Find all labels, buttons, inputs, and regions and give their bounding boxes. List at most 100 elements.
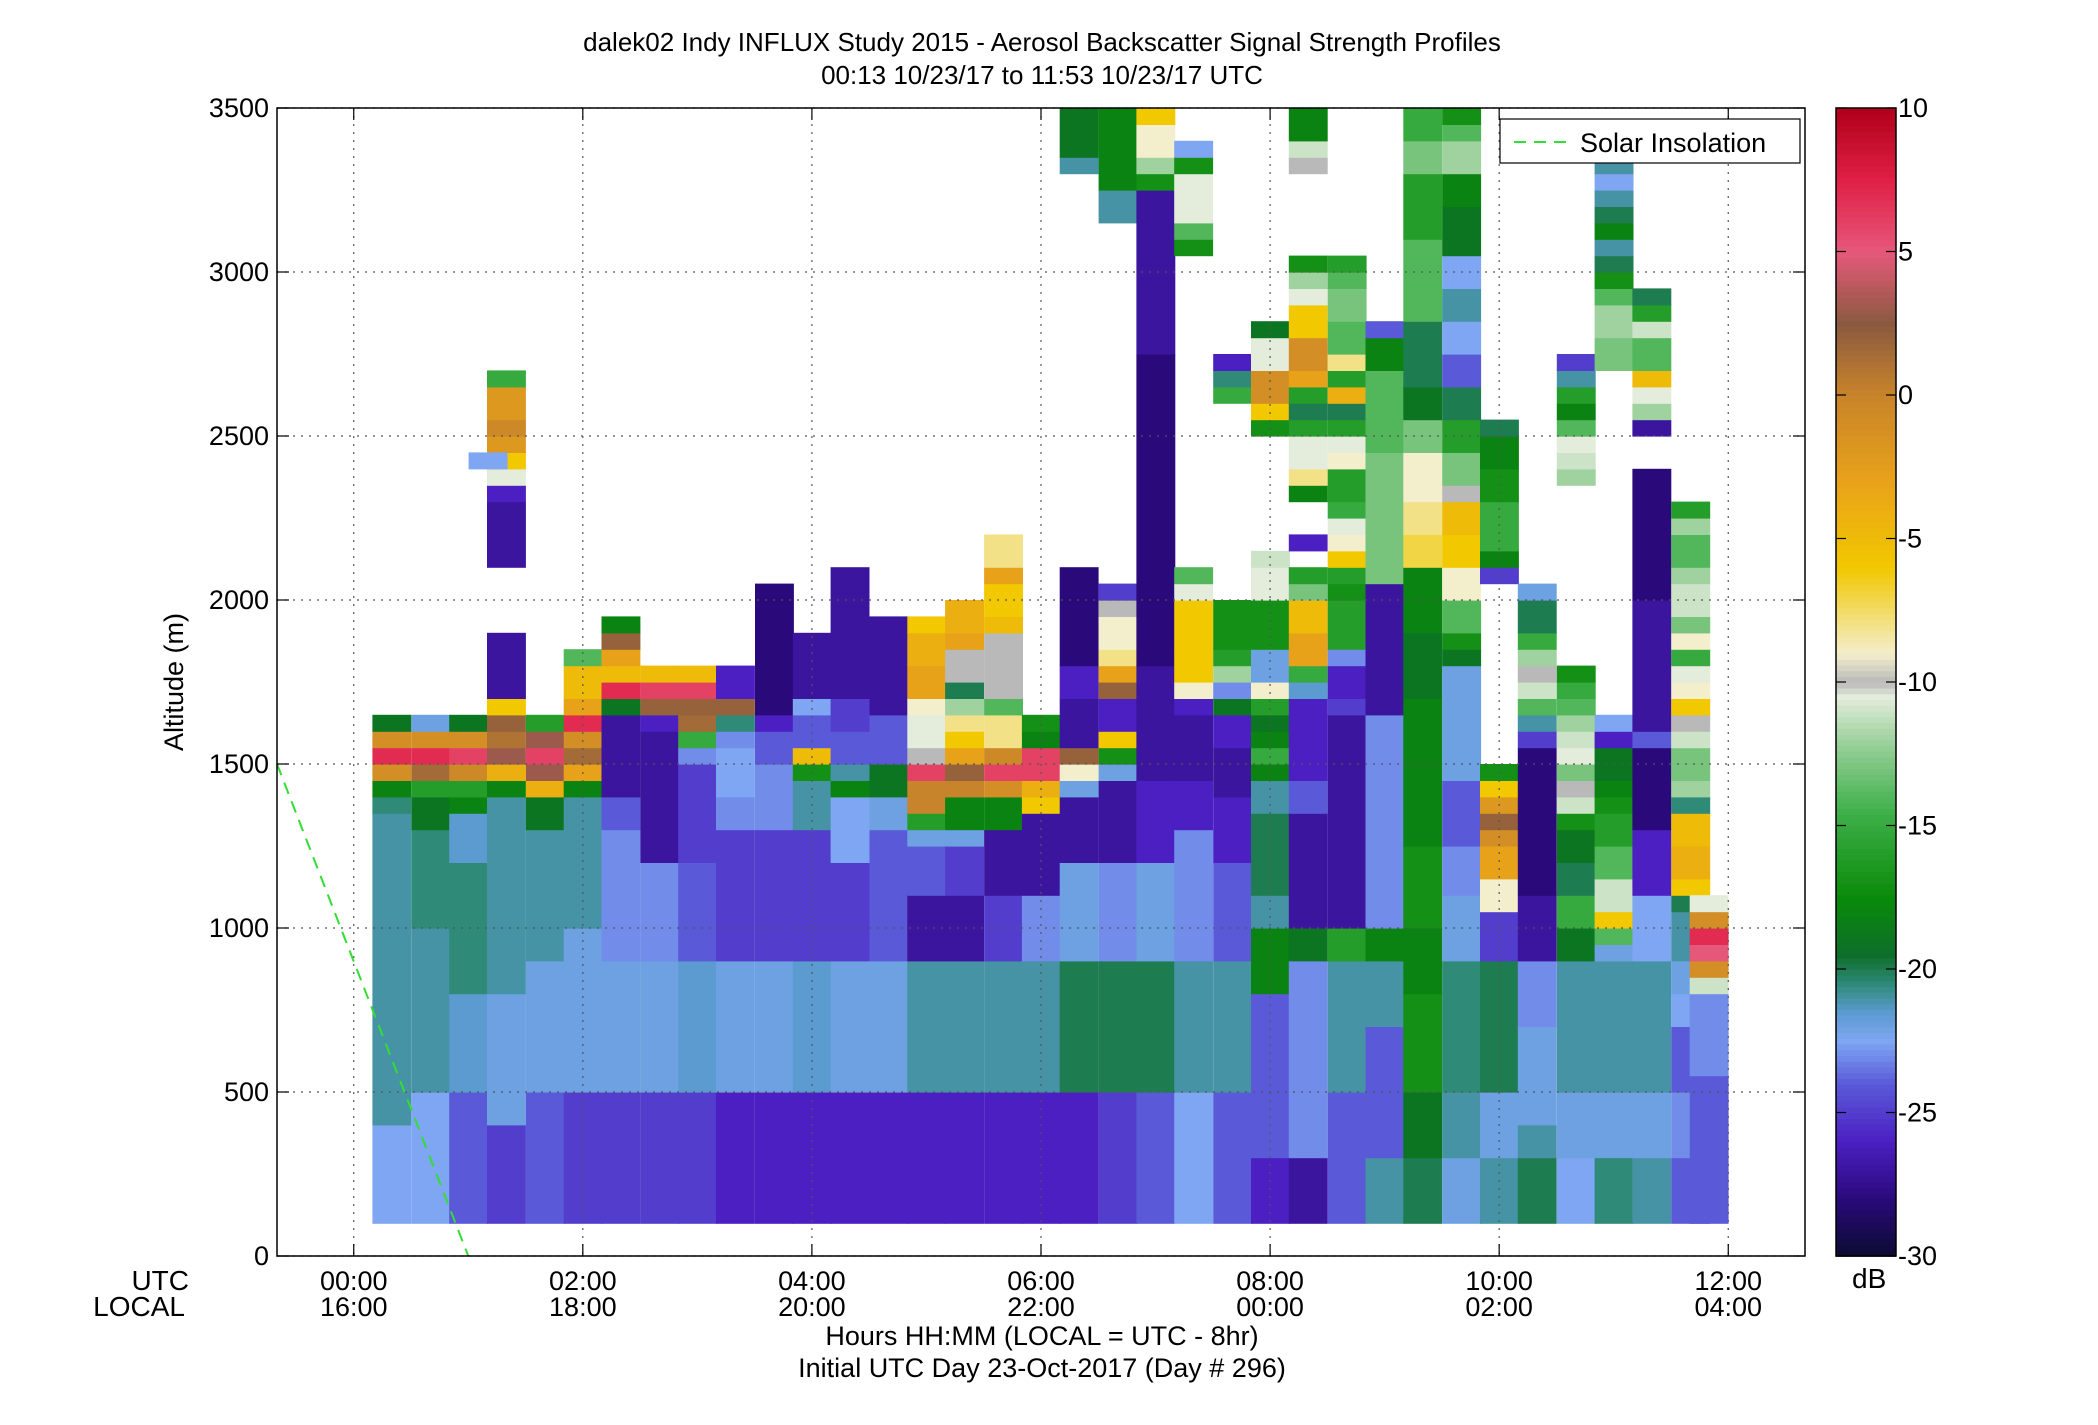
colorbar-segment — [1836, 337, 1896, 345]
colorbar-segment — [1836, 515, 1896, 523]
backscatter-cell — [601, 665, 641, 683]
backscatter-cell — [372, 813, 412, 1126]
colorbar-gradient — [1836, 108, 1896, 1257]
backscatter-cell — [830, 764, 870, 781]
backscatter-cell — [1442, 600, 1482, 634]
backscatter-cell — [1403, 928, 1443, 995]
backscatter-cell — [716, 731, 755, 749]
backscatter-cell — [1517, 698, 1557, 716]
backscatter-cell — [1059, 665, 1099, 699]
colorbar-segment — [1836, 854, 1896, 861]
x-tick-label-local: 02:00 — [1465, 1292, 1533, 1322]
backscatter-cell — [1517, 731, 1557, 749]
colorbar-segment — [1836, 360, 1896, 368]
backscatter-cell — [601, 616, 641, 634]
y-axis-label: Altitude (m) — [159, 613, 189, 751]
backscatter-cell — [1327, 452, 1367, 470]
backscatter-cell — [1556, 862, 1596, 896]
colorbar-segment — [1836, 687, 1896, 695]
backscatter-cell — [792, 829, 832, 962]
backscatter-cell — [678, 1092, 718, 1224]
backscatter-cell — [1365, 928, 1405, 962]
colorbar-segment — [1836, 997, 1896, 1005]
colorbar-segment — [1836, 1055, 1896, 1062]
colorbar-segment — [1836, 228, 1896, 236]
colorbar: 10 5 0 -5 -10 -15 -20 -25 -30 dB — [1835, 93, 1937, 1294]
backscatter-cell — [601, 714, 641, 798]
backscatter-cell — [640, 698, 680, 716]
backscatter-cell — [984, 714, 1023, 749]
backscatter-cell — [487, 386, 526, 421]
backscatter-cell — [487, 370, 526, 388]
colorbar-segment — [1836, 601, 1896, 609]
backscatter-cell — [601, 632, 641, 650]
colorbar-segment — [1836, 882, 1896, 890]
colorbar-segment — [1836, 653, 1896, 660]
backscatter-cell — [563, 698, 603, 716]
backscatter-cell — [411, 714, 451, 732]
backscatter-cell — [1213, 600, 1253, 650]
colorbar-segment — [1836, 745, 1896, 752]
backscatter-cell — [1632, 731, 1672, 749]
backscatter-cell — [1442, 206, 1482, 257]
backscatter-cell — [1594, 714, 1634, 732]
y-tick-label: 1500 — [209, 749, 269, 779]
colorbar-segment — [1836, 986, 1896, 993]
backscatter-cell — [1098, 764, 1138, 781]
backscatter-cell — [716, 1092, 755, 1224]
backscatter-cell — [1442, 173, 1482, 207]
colorbar-segment — [1836, 814, 1896, 821]
backscatter-cell — [487, 780, 526, 798]
x-tick-label-utc: 08:00 — [1236, 1266, 1304, 1296]
colorbar-segment — [1836, 704, 1896, 712]
colorbar-segment — [1836, 1164, 1896, 1171]
backscatter-cell — [907, 813, 947, 831]
backscatter-cell — [984, 747, 1023, 765]
backscatter-cell — [869, 714, 909, 765]
colorbar-segment — [1836, 1020, 1896, 1028]
backscatter-cell — [601, 796, 641, 831]
backscatter-cell — [1213, 665, 1253, 683]
colorbar-segment — [1836, 372, 1896, 379]
legend-label-solar-insolation: Solar Insolation — [1580, 128, 1766, 158]
colorbar-segment — [1836, 544, 1896, 551]
colorbar-segment — [1836, 211, 1896, 218]
backscatter-cell — [1288, 370, 1328, 388]
colorbar-segment — [1836, 555, 1896, 563]
colorbar-segment — [1836, 366, 1896, 373]
colorbar-segment — [1836, 572, 1896, 580]
backscatter-cell — [1213, 698, 1253, 716]
x-axis-label-day: Initial UTC Day 23-Oct-2017 (Day # 296) — [798, 1353, 1286, 1383]
colorbar-segment — [1836, 1003, 1896, 1010]
colorbar-segment — [1836, 825, 1896, 833]
backscatter-cell — [984, 616, 1023, 634]
colorbar-tick-label: 5 — [1898, 237, 1913, 267]
colorbar-segment — [1836, 297, 1896, 304]
colorbar-segment — [1836, 1233, 1896, 1240]
y-tick-label: 0 — [254, 1241, 269, 1271]
backscatter-cell — [1517, 714, 1557, 732]
colorbar-segment — [1836, 859, 1896, 867]
colorbar-segment — [1836, 165, 1896, 172]
backscatter-cell — [678, 747, 718, 765]
colorbar-segment — [1836, 871, 1896, 878]
x-row-label-utc: UTC — [131, 1265, 189, 1296]
backscatter-cell — [907, 780, 947, 814]
colorbar-segment — [1836, 808, 1896, 815]
backscatter-cell — [411, 731, 451, 749]
backscatter-cell — [907, 846, 947, 896]
backscatter-cell — [1288, 780, 1328, 814]
backscatter-cell — [1671, 518, 1711, 535]
backscatter-cell — [1594, 731, 1634, 749]
backscatter-cell — [1442, 780, 1482, 847]
backscatter-cell — [945, 714, 984, 732]
backscatter-cell — [487, 485, 526, 503]
colorbar-segment — [1836, 446, 1896, 454]
backscatter-cell — [563, 928, 603, 1093]
colorbar-segment — [1836, 630, 1896, 637]
y-tick-label: 1000 — [209, 913, 269, 943]
backscatter-cell — [1365, 370, 1405, 453]
backscatter-cell — [1059, 1092, 1099, 1224]
backscatter-cell — [372, 796, 412, 814]
x-tick-label-utc: 00:00 — [320, 1266, 388, 1296]
